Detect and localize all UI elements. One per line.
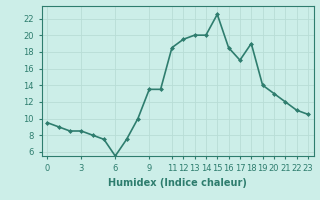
X-axis label: Humidex (Indice chaleur): Humidex (Indice chaleur) <box>108 178 247 188</box>
